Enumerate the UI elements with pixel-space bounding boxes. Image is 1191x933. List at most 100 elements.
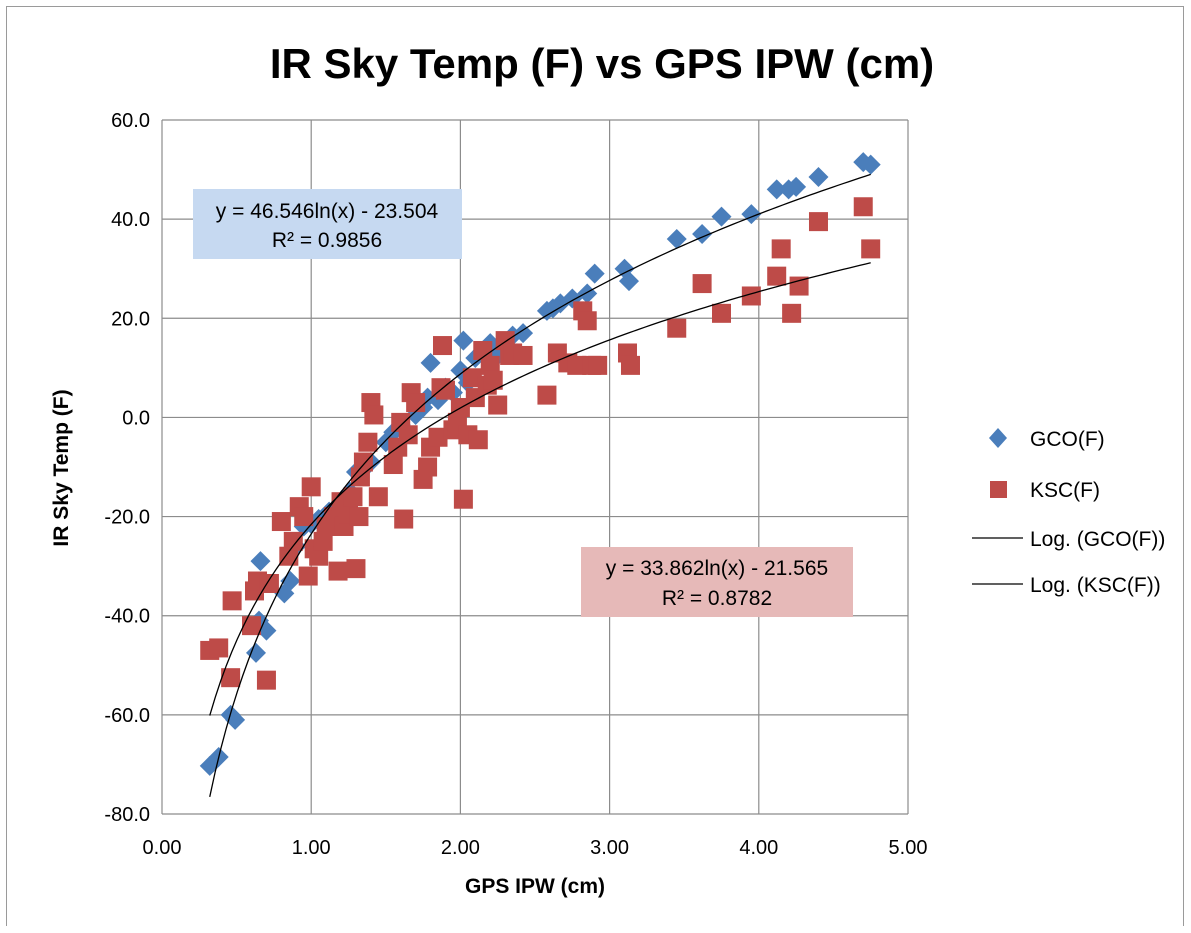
point-gcof	[256, 620, 277, 641]
y-tick-label: -60.0	[104, 705, 150, 727]
x-tick-label: 4.00	[739, 837, 778, 859]
point-gcof	[766, 179, 787, 200]
point-gcof	[420, 352, 441, 373]
point-gcof	[786, 176, 807, 197]
point-kscf	[567, 355, 587, 375]
point-kscf	[767, 266, 787, 286]
y-axis-title: IR Sky Temp (F)	[50, 389, 73, 546]
chart-border	[6, 6, 1184, 926]
point-kscf	[667, 318, 687, 338]
point-kscf	[771, 239, 791, 259]
point-gcof	[666, 228, 687, 249]
legend-label-log-gco: Log. (GCO(F))	[1030, 528, 1165, 551]
point-kscf	[346, 559, 366, 579]
legend: GCO(F) KSC(F) Log. (GCO(F)) Log. (KSC(F)…	[972, 428, 1165, 597]
y-tick-label: 0.0	[122, 407, 150, 429]
point-kscf	[242, 616, 262, 636]
y-tick-label: -80.0	[104, 804, 150, 826]
point-kscf	[271, 512, 291, 532]
legend-label-gco: GCO(F)	[1030, 428, 1105, 451]
point-kscf	[453, 489, 473, 509]
x-tick-label: 1.00	[292, 837, 331, 859]
point-gcof	[860, 154, 881, 175]
y-tick-label: 40.0	[111, 209, 150, 231]
point-kscf	[462, 368, 482, 388]
legend-item-gco: GCO(F)	[989, 428, 1105, 451]
legend-marker-gco	[989, 428, 1007, 448]
y-tick-label: -40.0	[104, 606, 150, 628]
point-kscf	[480, 355, 500, 375]
point-kscf	[435, 380, 455, 400]
chart-title: IR Sky Temp (F) vs GPS IPW (cm)	[270, 40, 934, 87]
point-kscf	[368, 487, 388, 507]
point-kscf	[406, 393, 426, 413]
point-kscf	[488, 395, 508, 415]
trendline-gco	[209, 173, 871, 797]
point-gcof	[245, 642, 266, 663]
point-kscf	[418, 457, 438, 477]
legend-item-log-ksc: Log. (KSC(F))	[972, 574, 1161, 597]
point-kscf	[349, 507, 369, 527]
point-kscf	[468, 430, 488, 450]
point-kscf	[328, 561, 348, 581]
x-tick-label: 0.00	[143, 837, 182, 859]
equation-label-ksc: y = 33.862ln(x) - 21.565 R² = 0.8782	[581, 547, 853, 617]
point-kscf	[483, 370, 503, 390]
point-kscf	[222, 591, 242, 611]
r2-text-ksc: R² = 0.8782	[662, 587, 772, 610]
point-kscf	[209, 638, 229, 658]
point-kscf	[309, 546, 329, 566]
point-kscf	[712, 303, 731, 323]
point-kscf	[343, 487, 363, 507]
equation-box-ksc	[581, 547, 853, 617]
point-kscf	[313, 531, 333, 551]
point-kscf	[577, 311, 597, 331]
point-gcof	[618, 271, 639, 292]
y-axis-ticks: -80.0 -60.0 -40.0 -20.0 0.0 20.0 40.0 60.0	[104, 110, 150, 826]
point-kscf	[383, 455, 403, 475]
x-axis-ticks: 0.00 1.00 2.00 3.00 4.00 5.00	[143, 837, 928, 859]
point-gcof	[584, 263, 605, 284]
point-kscf	[283, 531, 303, 551]
point-kscf	[294, 507, 314, 527]
equation-box-gco	[193, 189, 462, 259]
point-kscf	[256, 670, 276, 690]
point-kscf	[741, 286, 761, 306]
point-kscf	[353, 452, 373, 472]
point-kscf	[853, 197, 873, 217]
point-kscf	[398, 425, 418, 445]
point-kscf	[588, 355, 608, 375]
point-gcof	[513, 323, 534, 344]
legend-item-log-gco: Log. (GCO(F))	[972, 528, 1165, 551]
point-kscf	[782, 303, 802, 323]
point-kscf	[428, 427, 448, 447]
point-gcof	[280, 571, 301, 592]
equation-text-ksc: y = 33.862ln(x) - 21.565	[606, 557, 828, 580]
r2-text-gco: R² = 0.9856	[272, 229, 382, 252]
point-kscf	[301, 477, 321, 497]
point-gcof	[808, 167, 829, 188]
point-kscf	[221, 668, 241, 688]
point-kscf	[358, 432, 378, 452]
legend-label-log-ksc: Log. (KSC(F))	[1030, 574, 1161, 597]
point-kscf	[692, 274, 712, 294]
x-tick-label: 5.00	[889, 837, 928, 859]
point-kscf	[473, 341, 493, 361]
equation-text-gco: y = 46.546ln(x) - 23.504	[216, 200, 439, 223]
point-kscf	[298, 566, 318, 586]
data-points	[199, 152, 881, 776]
point-kscf	[394, 509, 414, 529]
point-gcof	[250, 551, 271, 572]
legend-item-ksc: KSC(F)	[990, 479, 1100, 502]
point-gcof	[711, 206, 732, 227]
trendlines	[209, 173, 871, 797]
point-kscf	[513, 345, 533, 365]
equation-label-gco: y = 46.546ln(x) - 23.504 R² = 0.9856	[193, 189, 462, 259]
point-kscf	[279, 546, 299, 566]
y-tick-label: -20.0	[104, 507, 150, 529]
point-kscf	[808, 212, 828, 232]
y-tick-label: 20.0	[111, 308, 150, 330]
y-tick-label: 60.0	[111, 110, 150, 132]
point-gcof	[577, 283, 598, 304]
